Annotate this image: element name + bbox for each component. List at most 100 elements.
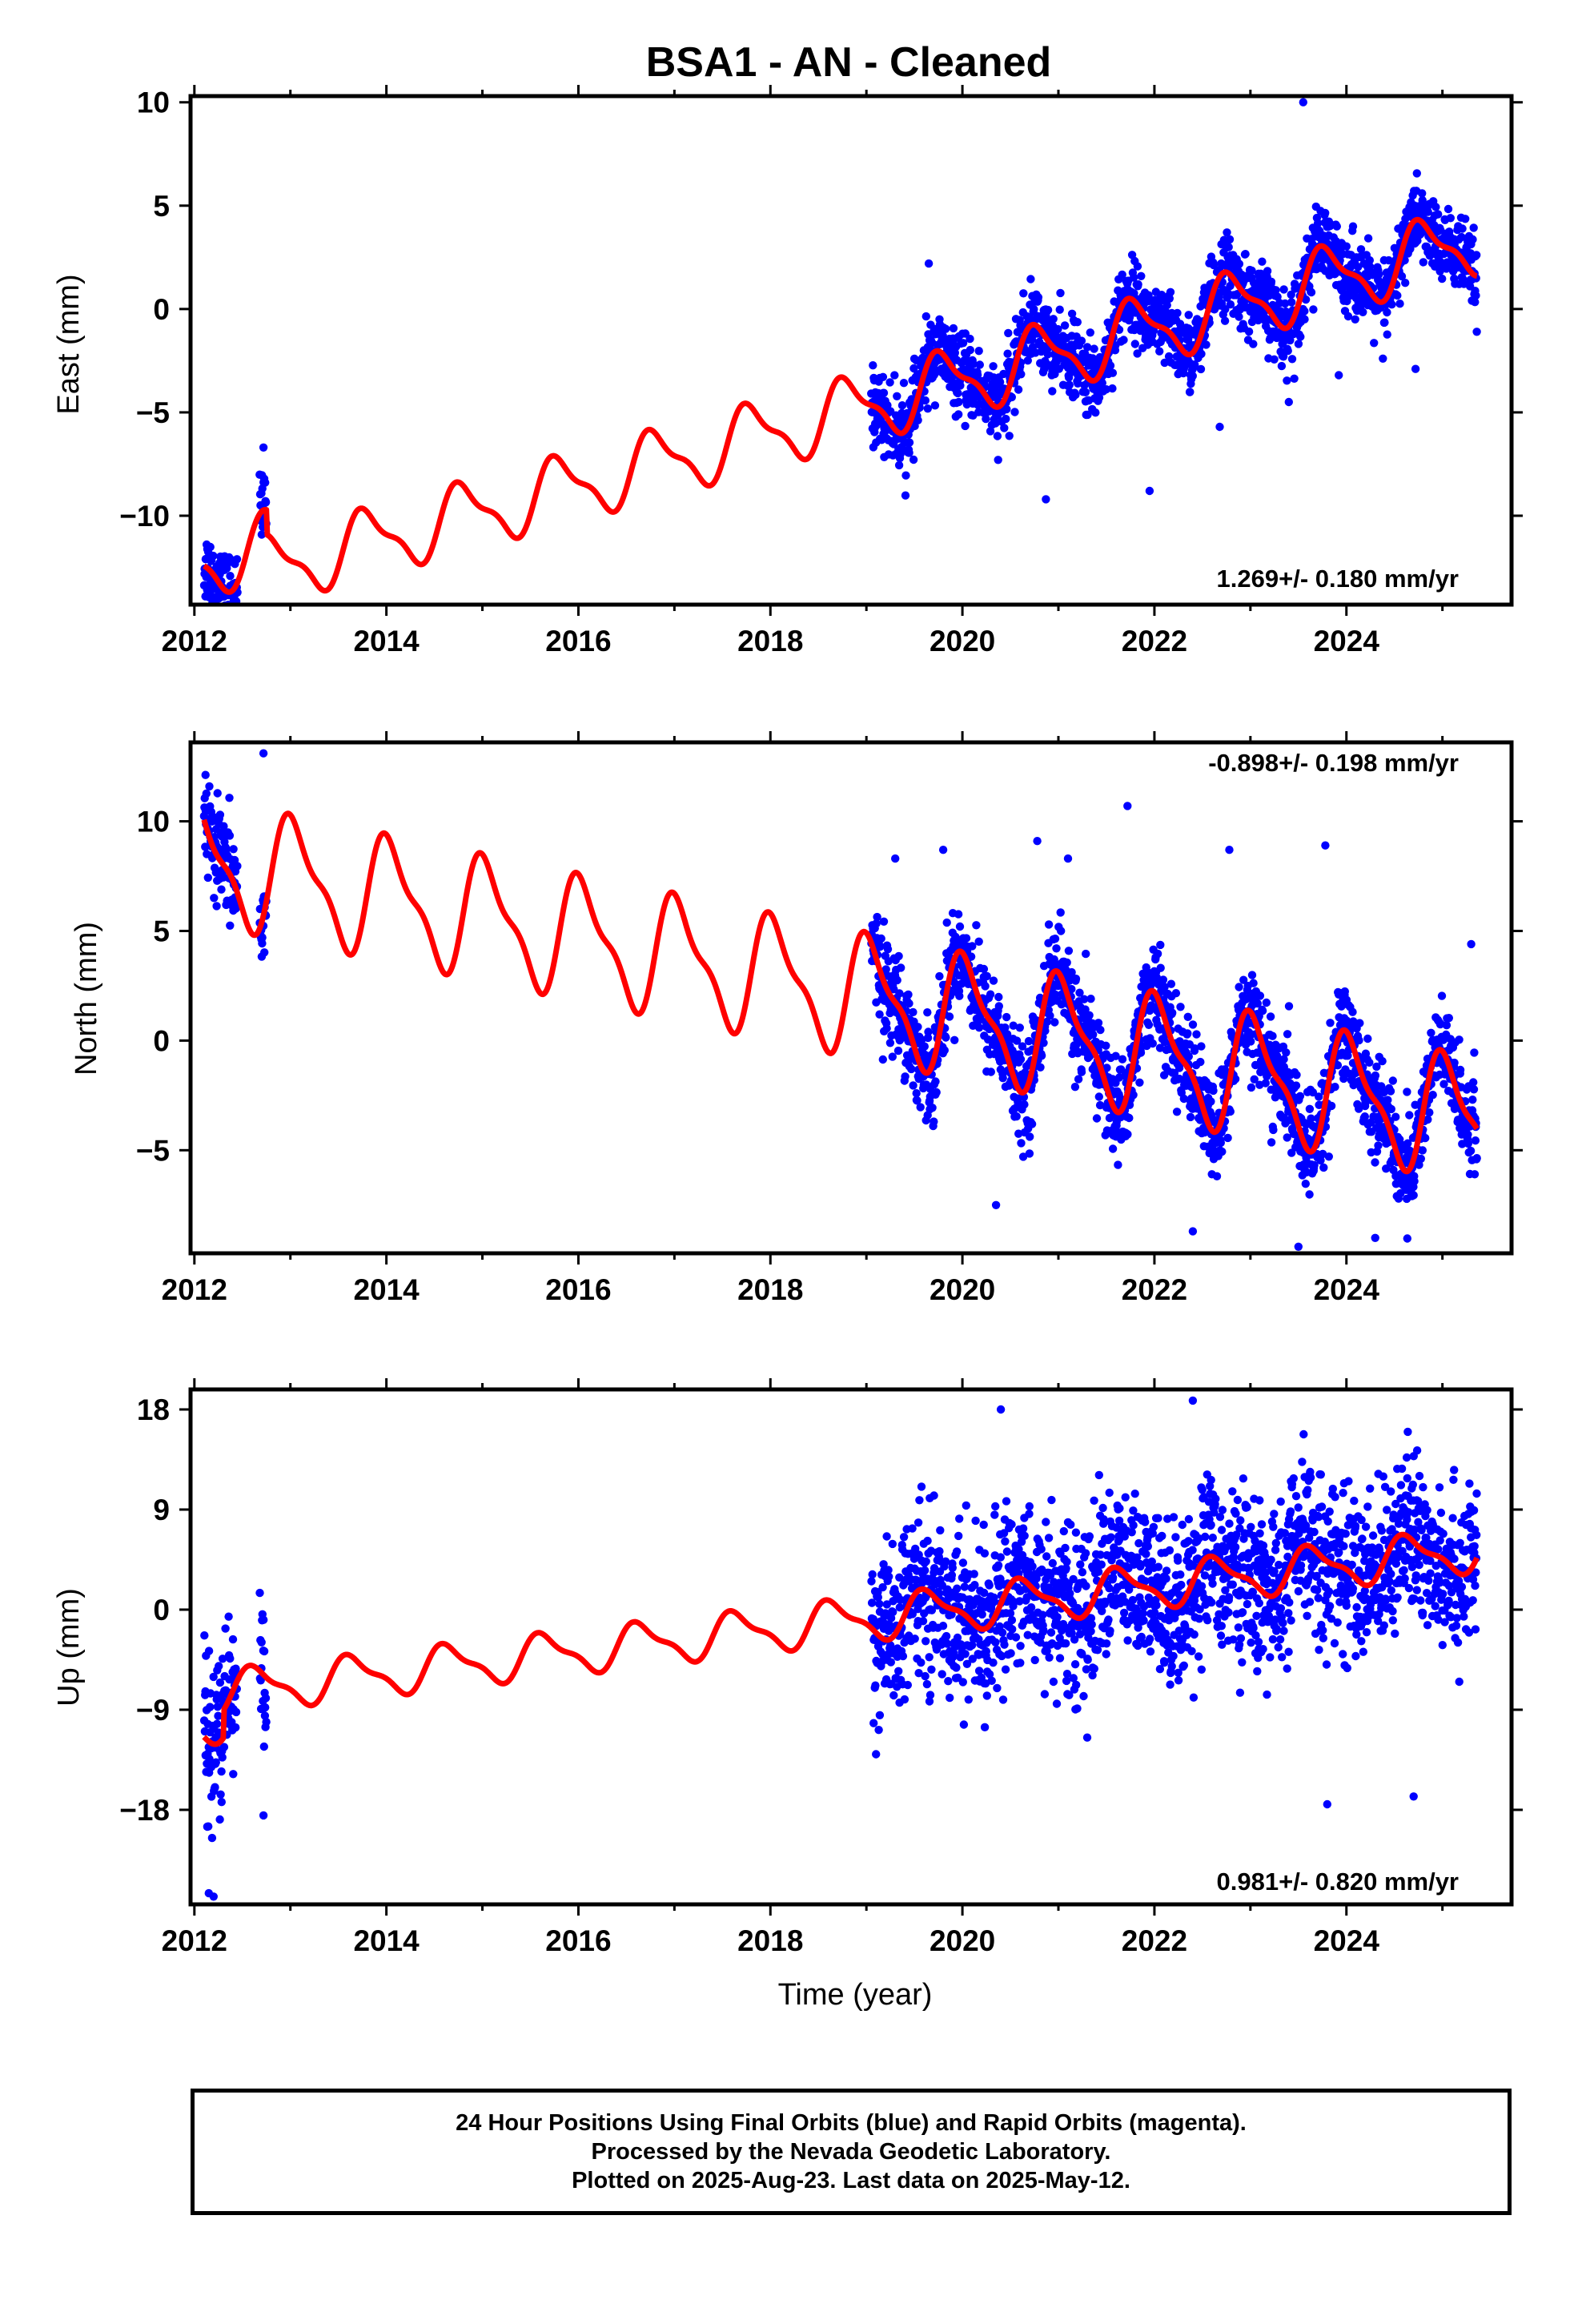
east-data-point: [1434, 210, 1443, 219]
east-data-point: [1065, 380, 1074, 389]
east-outlier-point: [1042, 495, 1050, 504]
east-data-point: [1043, 305, 1053, 315]
north-data-point: [974, 937, 983, 947]
north-data-point: [1153, 949, 1162, 959]
north-plot-frame: [188, 740, 1514, 1256]
up-data-point: [899, 1533, 909, 1542]
east-data-point: [1013, 328, 1022, 336]
north-data-point: [1015, 1023, 1025, 1032]
up-data-point: [1061, 1543, 1070, 1553]
east-data-point: [921, 396, 930, 405]
north-xtick-label: 2012: [162, 1273, 227, 1306]
up-data-point: [1001, 1665, 1010, 1674]
north-data-point: [955, 922, 965, 931]
up-data-point: [923, 1536, 932, 1546]
north-data-point: [1209, 1086, 1218, 1096]
north-data-point: [962, 934, 971, 943]
north-data-point: [1319, 1163, 1328, 1172]
north-data-point: [895, 989, 904, 998]
east-data-point: [1133, 262, 1142, 271]
north-data-point: [1272, 1051, 1282, 1060]
east-data-point: [1019, 289, 1028, 298]
north-model-line: [201, 810, 1480, 1175]
east-data-point: [909, 455, 918, 464]
north-data-point: [913, 1023, 922, 1031]
east-data-point: [206, 542, 215, 552]
north-data-point: [258, 939, 267, 948]
north-data-point: [901, 1072, 909, 1081]
north-data-point: [1308, 1088, 1318, 1097]
north-data-point: [894, 951, 903, 961]
east-data-point: [232, 555, 242, 564]
north-data-point: [1001, 1023, 1010, 1032]
east-xtick-label: 2024: [1314, 625, 1380, 657]
east-data-point: [1342, 242, 1351, 251]
east-data-point: [1301, 295, 1311, 304]
north-data-point: [1324, 1152, 1334, 1161]
up-data-point: [1040, 1690, 1050, 1699]
north-data-point: [1041, 1027, 1050, 1035]
north-data-point: [935, 971, 944, 981]
north-data-point: [1283, 1030, 1292, 1039]
east-data-point: [1348, 222, 1358, 231]
north-data-point: [1218, 1147, 1227, 1156]
up-data-point: [1059, 1526, 1069, 1536]
north-data-point: [1197, 1042, 1206, 1051]
east-data-point: [1280, 299, 1290, 308]
north-data-point: [1223, 1133, 1232, 1143]
up-data-point: [231, 1723, 240, 1732]
east-data-point: [893, 392, 901, 400]
up-data-point: [1028, 1562, 1037, 1571]
east-data-point: [219, 614, 227, 622]
north-data-point: [229, 845, 238, 854]
east-ylabel: East (mm): [52, 274, 86, 414]
east-outlier-point: [924, 259, 934, 268]
north-data-point: [1255, 991, 1265, 1000]
up-data-point: [926, 1691, 935, 1699]
up-data-point: [213, 1703, 222, 1711]
north-data-point: [1186, 1112, 1195, 1122]
north-data-point: [879, 917, 889, 927]
east-data-point: [1004, 328, 1013, 338]
east-data-point: [1286, 336, 1295, 345]
up-data-point: [1037, 1545, 1046, 1554]
east-data-point: [974, 347, 983, 356]
up-data-point: [938, 1622, 948, 1630]
north-data-point: [1355, 1019, 1364, 1027]
east-data-point: [930, 401, 940, 410]
east-data-point: [1071, 390, 1080, 400]
north-data-point: [917, 1035, 926, 1044]
north-data-point: [1310, 1160, 1319, 1170]
east-xtick-label: 2012: [162, 625, 227, 657]
north-data-point: [225, 831, 235, 840]
east-data-point: [1249, 340, 1258, 348]
up-data-point: [1011, 1633, 1021, 1642]
east-data-point: [1034, 293, 1043, 302]
east-data-point: [921, 312, 931, 321]
north-data-point: [233, 862, 242, 870]
north-data-point: [1018, 1042, 1027, 1051]
north-xtick-label: 2020: [930, 1273, 995, 1306]
up-data-point: [1026, 1603, 1036, 1612]
east-outlier-point: [1411, 364, 1420, 373]
north-data-point: [1050, 1018, 1059, 1027]
east-plot-frame: [188, 94, 1514, 607]
up-data-point: [226, 1654, 235, 1663]
up-data-point: [1078, 1568, 1087, 1577]
up-data-point: [1039, 1626, 1048, 1634]
north-data-point: [1418, 1146, 1427, 1155]
east-data-point: [1247, 266, 1256, 275]
north-data-point: [1267, 1138, 1276, 1147]
up-data-point: [1076, 1560, 1085, 1569]
east-data-point: [1241, 250, 1250, 259]
east-data-point: [1130, 289, 1138, 298]
north-data-point: [1118, 1055, 1127, 1063]
figure-title: BSA1 - AN - Cleaned: [646, 39, 1052, 86]
east-data-point: [1014, 385, 1023, 394]
north-data-point: [1046, 1011, 1054, 1020]
east-data-point: [1244, 327, 1254, 336]
north-data-point: [1027, 1120, 1037, 1128]
north-data-point: [1386, 1087, 1395, 1096]
north-data-point: [1283, 1133, 1291, 1142]
up-data-point: [982, 1647, 991, 1656]
